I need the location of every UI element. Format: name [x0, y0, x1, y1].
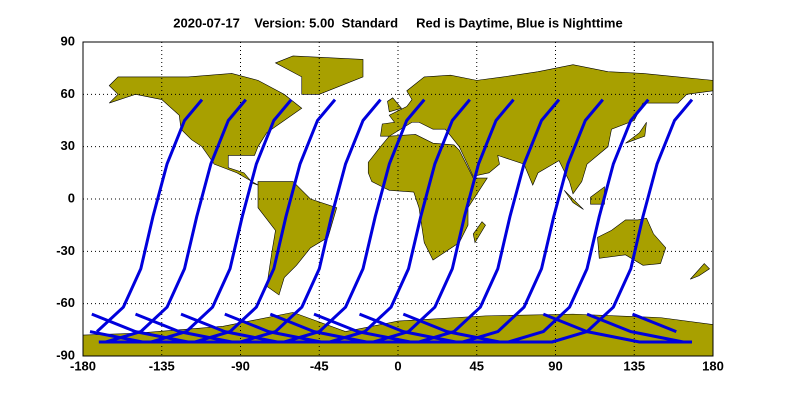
- ground-track: [313, 98, 604, 344]
- tick-labels: -180 -135 -90 -45 0 45 90 135 180 -90 -60 -30 0 30 60 9…: [56, 33, 724, 373]
- y-tick-label: 90: [61, 33, 75, 48]
- y-tick-label: -90: [56, 347, 75, 362]
- ground-track: [269, 98, 561, 344]
- tracks: [90, 98, 694, 344]
- ground-track: [358, 98, 650, 344]
- x-tick-label: 90: [548, 358, 562, 373]
- ground-track: [180, 98, 471, 344]
- y-tick-label: -30: [56, 243, 75, 258]
- x-tick-label: 180: [702, 358, 724, 373]
- ground-track: [402, 98, 694, 344]
- y-tick-label: -60: [56, 295, 75, 310]
- ground-track: [224, 98, 515, 344]
- x-tick-label: -45: [310, 358, 329, 373]
- x-tick-label: -180: [70, 358, 96, 373]
- ground-track: [95, 98, 692, 344]
- ground-track: [134, 98, 426, 344]
- ground-track: [91, 98, 382, 344]
- y-tick-label: 30: [61, 138, 75, 153]
- x-tick-label: 45: [470, 358, 484, 373]
- plot-frame: [82, 41, 714, 357]
- y-tick-label: 60: [61, 86, 75, 101]
- x-tick-label: 135: [623, 358, 645, 373]
- chart-title: 2020-07-17 Version: 5.00 Standard Red is…: [173, 15, 622, 30]
- x-tick-label: -135: [149, 358, 175, 373]
- x-tick-label: -90: [231, 358, 250, 373]
- y-tick-label: 0: [68, 190, 75, 205]
- x-tick-label: 0: [394, 358, 401, 373]
